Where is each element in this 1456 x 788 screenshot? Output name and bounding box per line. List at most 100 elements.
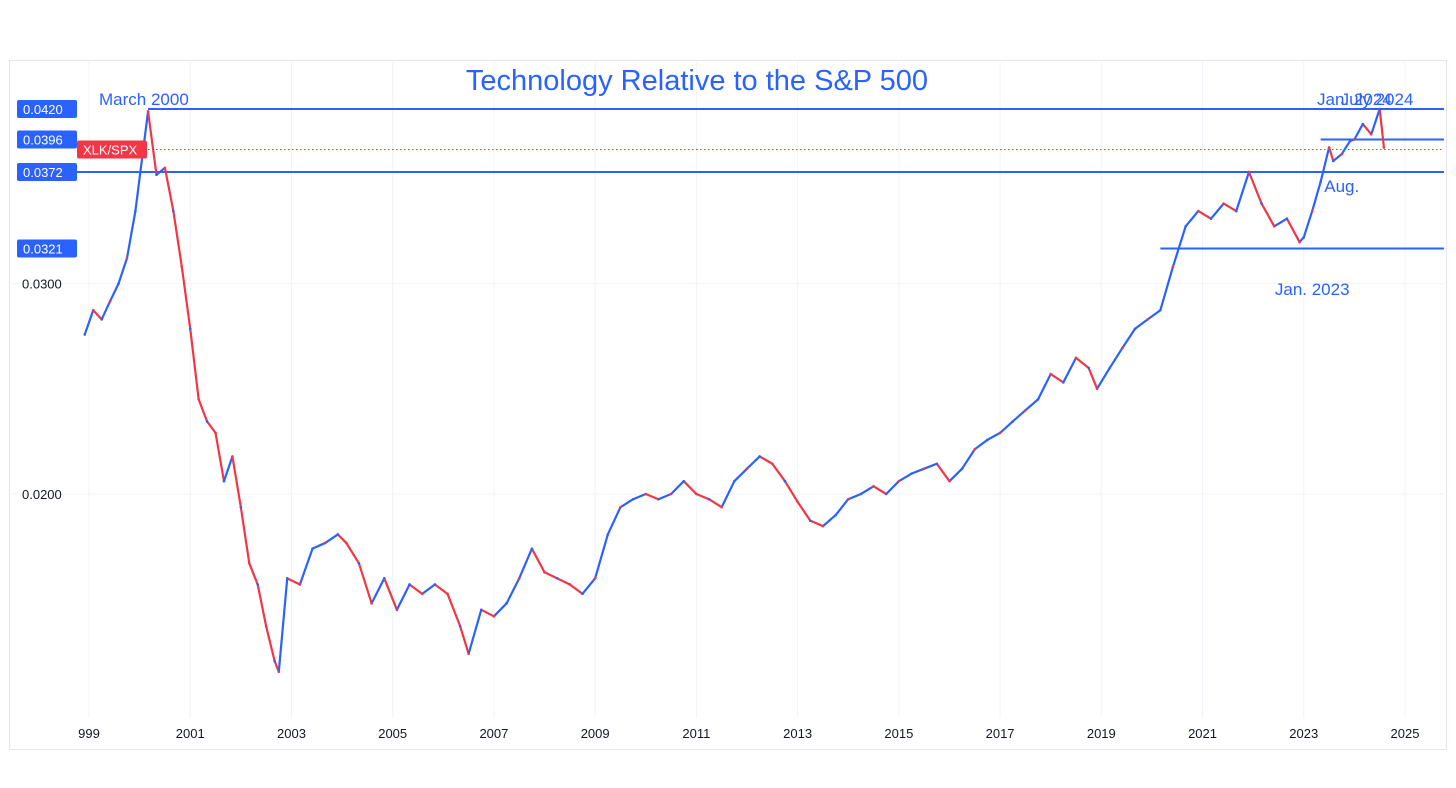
- series-point: [1171, 265, 1175, 268]
- series-point: [205, 420, 209, 423]
- series-point: [382, 577, 386, 580]
- series-segment: [707, 498, 723, 509]
- series-point: [644, 492, 648, 496]
- series-segment: [758, 455, 774, 465]
- series-segment: [872, 485, 888, 496]
- series-point: [720, 505, 723, 509]
- series-segment: [336, 533, 348, 545]
- x-tick-label: 2025: [1391, 726, 1420, 741]
- series-segment: [796, 500, 812, 522]
- series-point: [884, 492, 888, 496]
- series-point: [1049, 372, 1052, 376]
- annotation-label: Aug.: [1324, 177, 1359, 196]
- series-point: [758, 455, 761, 458]
- series-point: [336, 533, 340, 536]
- series-segment: [163, 166, 175, 213]
- series-segment: [1370, 107, 1381, 136]
- series-segment: [1235, 170, 1251, 213]
- annotation-label: July 2024: [1341, 90, 1414, 109]
- series-segment: [357, 562, 373, 605]
- series-point: [458, 624, 462, 628]
- series-point: [256, 583, 260, 586]
- series-point: [1197, 209, 1200, 213]
- series-point: [446, 592, 449, 596]
- x-axis: 999 2001 2003 2005 2007 2009 2011 2013 2015 2017 2…: [78, 726, 1419, 741]
- series-point: [1272, 225, 1276, 228]
- series-segment: [446, 592, 462, 628]
- series-segment: [1378, 107, 1386, 149]
- x-tick-label: 2013: [783, 726, 812, 741]
- annotation-label: Jan. 2023: [1275, 280, 1350, 299]
- series-segment: [155, 166, 167, 176]
- series-segment: [594, 533, 609, 580]
- series-segment: [248, 562, 259, 586]
- series-segment: [383, 577, 399, 611]
- series-segment: [180, 265, 192, 330]
- series-point: [733, 479, 736, 483]
- series-point: [1011, 420, 1015, 423]
- series-segment: [543, 571, 559, 580]
- price-badge-label: 0.0372: [23, 165, 63, 180]
- series-segment: [998, 420, 1014, 434]
- series-point: [277, 670, 281, 674]
- series-point: [134, 209, 137, 213]
- series-point: [357, 561, 361, 565]
- series-point: [1062, 381, 1065, 384]
- series-segment: [1302, 209, 1314, 239]
- price-badge: [17, 130, 77, 149]
- series-point: [973, 447, 977, 451]
- series-segment: [847, 492, 862, 501]
- series-point: [100, 318, 103, 321]
- price-series: [83, 107, 1386, 674]
- series-point: [1133, 327, 1137, 331]
- series-segment: [695, 492, 711, 501]
- series-segment: [568, 583, 584, 595]
- series-segment: [821, 514, 837, 528]
- series-segment: [231, 455, 242, 509]
- series-point: [517, 577, 521, 580]
- series-segment: [986, 431, 1002, 441]
- series-point: [859, 492, 863, 496]
- series-segment: [581, 577, 597, 595]
- annotation-label: Jan. 2024: [1317, 90, 1392, 109]
- series-segment: [834, 498, 850, 517]
- series-point: [1298, 240, 1301, 244]
- series-segment: [809, 519, 825, 528]
- series-point: [606, 533, 610, 536]
- series-segment: [973, 438, 989, 451]
- series-point: [631, 497, 635, 501]
- series-segment: [1285, 217, 1301, 244]
- series-point: [707, 497, 711, 501]
- series-point: [1260, 202, 1263, 205]
- series-segment: [682, 480, 698, 496]
- series-point: [163, 166, 167, 170]
- series-segment: [619, 498, 635, 509]
- series-segment: [459, 625, 470, 655]
- series-point: [247, 561, 251, 565]
- series-point: [783, 479, 787, 483]
- series-segment: [206, 420, 217, 434]
- series-point: [1348, 139, 1352, 143]
- series-point: [1146, 318, 1150, 321]
- series-point: [370, 602, 373, 605]
- series-segment: [1087, 366, 1099, 390]
- series-segment: [83, 309, 95, 336]
- series-point: [91, 308, 95, 312]
- series-segment: [1197, 209, 1213, 220]
- series-segment: [897, 472, 913, 483]
- series-point: [935, 462, 939, 466]
- series-point: [311, 547, 314, 550]
- series-segment: [92, 309, 103, 321]
- series-segment: [632, 492, 647, 501]
- series-point: [420, 592, 424, 596]
- series-point: [273, 659, 276, 663]
- series-point: [846, 497, 850, 501]
- series-point: [117, 282, 120, 285]
- series-segment: [720, 480, 736, 509]
- series-segment: [530, 547, 546, 574]
- series-segment: [1184, 209, 1200, 228]
- series-point: [479, 608, 483, 612]
- series-point: [408, 583, 411, 586]
- series-point: [323, 541, 327, 545]
